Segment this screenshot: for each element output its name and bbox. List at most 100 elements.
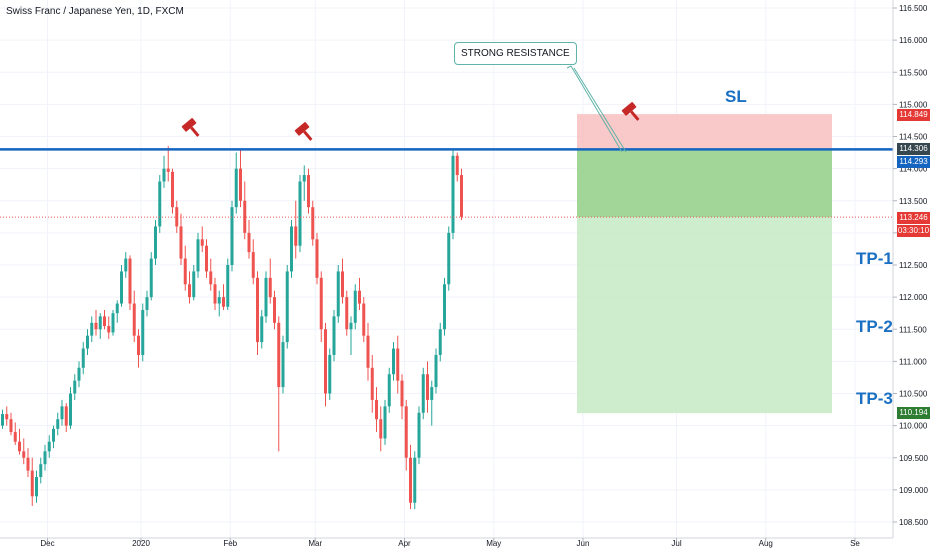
candle-body (81, 348, 85, 368)
candle-body (302, 175, 306, 182)
tp3-label: TP-3 (856, 389, 893, 408)
x-tick-label: Jul (671, 539, 681, 548)
candle-body (5, 414, 9, 420)
candle-body (226, 265, 230, 307)
candle-body (77, 367, 81, 381)
y-tick-label: 109.000 (899, 486, 928, 495)
candle-body (298, 181, 302, 246)
candle-body (154, 226, 157, 259)
hammer-icons (181, 102, 640, 141)
x-tick-label: Jun (577, 539, 590, 548)
candle-body (353, 290, 357, 323)
y-tick-label: 111.000 (899, 357, 927, 366)
callout-connector (566, 65, 623, 153)
candle-body (120, 271, 123, 304)
x-tick-label: 2020 (132, 539, 150, 548)
candle-body (430, 387, 434, 400)
candle-body (128, 258, 132, 304)
candle-body (281, 342, 285, 388)
candle-body (315, 239, 319, 278)
candle-body (392, 348, 395, 375)
resistance-top-price-tag: 114.306 (897, 143, 930, 155)
candle-body (158, 181, 162, 227)
candle-body (103, 316, 106, 327)
candle-body (64, 406, 68, 426)
candle-body (319, 277, 323, 330)
candle-body (426, 374, 429, 400)
candle-body (366, 335, 370, 368)
candle-body (294, 226, 298, 246)
candle-body (290, 226, 293, 272)
tp2-label: TP-2 (856, 317, 893, 336)
candle-body (400, 380, 404, 407)
y-tick-label: 114.000 (899, 165, 928, 174)
chart-title: Swiss Franc / Japanese Yen, 1D, FXCM (6, 6, 184, 17)
x-tick-label: Se (850, 539, 860, 548)
candle-body (35, 477, 38, 497)
candle-body (379, 419, 383, 439)
candle-body (375, 399, 378, 420)
candle-body (43, 451, 47, 465)
candle-body (434, 354, 438, 388)
candle-body (260, 316, 264, 343)
candle-body (230, 207, 234, 265)
candle-body (264, 277, 268, 317)
candle-body (332, 316, 336, 355)
candle-body (247, 232, 251, 253)
y-tick-label: 110.000 (899, 422, 928, 431)
candle-body (94, 322, 98, 330)
candle-body (311, 207, 315, 240)
take-profit-zone (577, 217, 832, 414)
candle-body (370, 367, 374, 400)
candle-body (179, 226, 183, 259)
candle-body (396, 348, 400, 381)
price-axis: 116.500 116.000 115.500 115.000 114.500 114.0… (892, 0, 928, 538)
hammer-icon (621, 102, 640, 121)
candle-body (349, 322, 353, 330)
resistance-callout[interactable]: STRONG RESISTANCE (454, 42, 577, 65)
candle-body (324, 329, 327, 394)
resistance-price-tag: 114.293 (897, 156, 930, 168)
candle-body (86, 335, 89, 349)
candle-body (200, 239, 204, 246)
candle-body (341, 271, 344, 298)
candle-body (447, 232, 451, 285)
position-zones (577, 114, 832, 414)
callout-connector-2 (573, 67, 627, 153)
target-price-tag: 110.194 (897, 407, 930, 419)
candle-body (166, 168, 170, 172)
y-tick-label: 111.500 (899, 325, 927, 334)
y-tick-label: 114.500 (899, 133, 928, 142)
candle-body (336, 271, 340, 317)
y-tick-label: 110.500 (899, 390, 928, 399)
candle-body (273, 297, 276, 323)
y-tick-label: 116.500 (899, 4, 928, 13)
candle-body (345, 297, 349, 330)
realized-profit-zone (577, 149, 832, 218)
candle-body (9, 419, 13, 433)
candle-body (115, 303, 119, 314)
candle-body (192, 271, 196, 298)
y-tick-label: 108.500 (899, 518, 928, 527)
candle-body (171, 171, 174, 208)
candle-body (213, 284, 217, 304)
x-tick-label: Mar (308, 539, 322, 548)
candle-body (234, 168, 238, 208)
candle-body (22, 451, 26, 458)
candle-body (421, 374, 425, 413)
candle-body (175, 207, 179, 227)
y-tick-label: 112.500 (899, 261, 928, 270)
candle-body (26, 457, 30, 471)
candle-body (387, 374, 391, 407)
y-tick-label: 115.000 (899, 100, 928, 109)
candle-body (460, 175, 463, 217)
candle-body (107, 326, 111, 333)
candle-body (196, 239, 200, 272)
candle-body (438, 329, 442, 355)
candle-body (251, 252, 255, 278)
sl-label: SL (725, 87, 747, 106)
candle-body (90, 322, 94, 336)
candle-body (409, 457, 412, 503)
x-tick-label: Apr (398, 539, 411, 548)
